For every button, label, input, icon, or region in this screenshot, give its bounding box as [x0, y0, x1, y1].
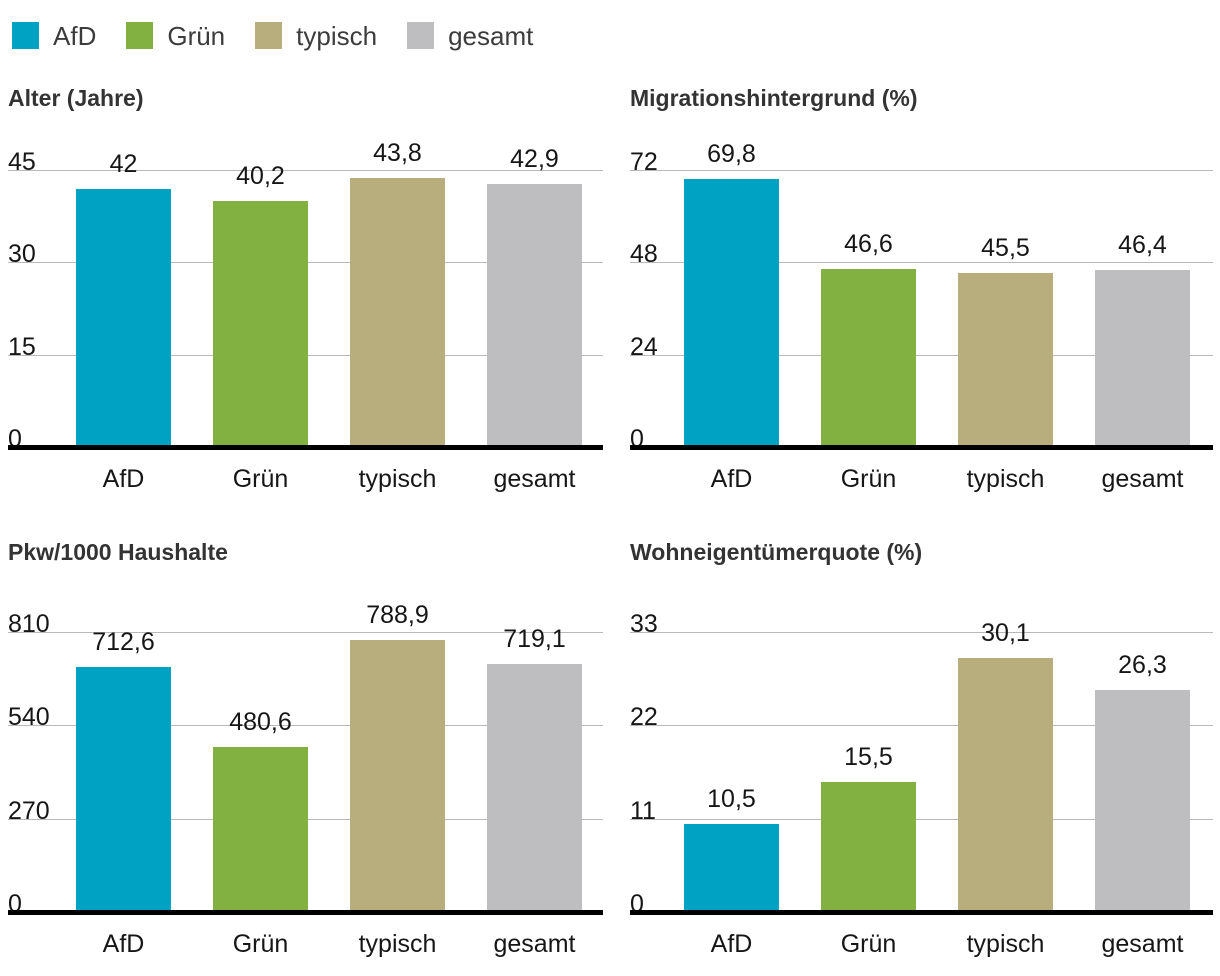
chart-wohneigentuemerquote-plot: 0 11 22 33 10,5 AfD 15,5 Grün 30,1 typisch 26,3 ges… [630, 612, 1213, 958]
bar-gruen [821, 268, 916, 448]
category-label-gesamt: gesamt [493, 930, 576, 958]
gridline-45 [8, 170, 603, 171]
bar-afd [76, 666, 171, 913]
bar-gesamt [1095, 269, 1190, 448]
value-label-afd: 712,6 [92, 627, 155, 656]
value-label-afd: 10,5 [707, 784, 756, 813]
legend-swatch-typisch [255, 22, 283, 49]
value-label-typisch: 788,9 [366, 601, 429, 630]
bar-afd [684, 179, 779, 448]
gridline-11 [630, 818, 1213, 820]
category-label-gruen: Grün [232, 465, 289, 493]
y-tick-label: 15 [8, 332, 36, 361]
gridline-540 [8, 725, 603, 727]
bar-gruen [213, 200, 308, 448]
y-tick-label: 33 [630, 610, 658, 638]
category-label-typisch: typisch [966, 930, 1045, 958]
legend-label-afd: AfD [53, 20, 97, 51]
category-label-gruen: Grün [840, 930, 897, 958]
legend-swatch-gruen [126, 22, 154, 49]
x-axis-baseline [630, 910, 1213, 915]
bar-gruen [213, 746, 308, 913]
legend-item-typisch: typisch [255, 22, 377, 49]
bar-gesamt [487, 664, 582, 913]
category-label-gruen: Grün [840, 465, 897, 493]
value-label-afd: 69,8 [707, 140, 756, 169]
value-label-gesamt: 719,1 [503, 625, 566, 654]
category-label-afd: AfD [710, 930, 753, 958]
y-tick-label: 22 [630, 703, 658, 732]
x-axis-baseline [630, 445, 1213, 450]
value-label-gruen: 15,5 [844, 742, 893, 771]
y-tick-label: 540 [8, 703, 50, 732]
legend-swatch-afd [12, 22, 39, 49]
value-label-gruen: 480,6 [229, 707, 292, 736]
legend-item-gesamt: gesamt [407, 22, 533, 49]
legend-label-typisch: typisch [296, 20, 378, 51]
legend-swatch-gesamt [407, 22, 435, 49]
chart-title-alter: Alter (Jahre) [8, 85, 144, 111]
value-label-typisch: 45,5 [981, 233, 1030, 262]
legend-item-afd: AfD [12, 22, 96, 49]
y-tick-label: 270 [8, 796, 50, 825]
category-label-afd: AfD [102, 930, 145, 958]
chart-pkw-plot: 0 270 540 810 712,6 AfD 480,6 Grün 788,9 typisch 7… [8, 603, 603, 958]
bar-afd [76, 189, 171, 448]
legend-item-gruen: Grün [126, 22, 225, 49]
value-label-gruen: 46,6 [844, 229, 893, 258]
y-tick-label: 24 [630, 332, 658, 361]
chart-migrationshintergrund-plot: 0 24 48 72 69,8 AfD 46,6 Grün 45,5 typisch 46,4 ges… [630, 142, 1213, 493]
bar-typisch [958, 272, 1053, 448]
x-axis-baseline [8, 445, 603, 450]
gridline-48 [630, 262, 1213, 264]
chart-title-wohneigentuemerquote: Wohneigentümerquote (%) [630, 539, 923, 565]
category-label-afd: AfD [710, 465, 753, 493]
y-tick-label: 30 [8, 240, 36, 269]
value-label-gesamt: 42,9 [510, 144, 559, 173]
bar-gesamt [1095, 689, 1190, 913]
value-label-typisch: 43,8 [373, 139, 422, 168]
bar-typisch [350, 640, 445, 913]
bar-typisch [350, 178, 445, 448]
gridline-24 [630, 354, 1213, 356]
gridline-72 [630, 170, 1213, 171]
chart-title-pkw: Pkw/1000 Haushalte [8, 539, 228, 565]
legend: AfD Grün typisch gesamt [12, 22, 533, 49]
chart-alter-plot: 0 15 30 45 42 AfD 40,2 Grün 43,8 typisch 42,9 gesam… [8, 141, 603, 493]
bar-typisch [958, 657, 1053, 913]
value-label-gesamt: 46,4 [1118, 230, 1167, 259]
gridline-810 [8, 632, 603, 633]
category-label-afd: AfD [102, 465, 145, 493]
gridline-33 [630, 632, 1213, 633]
x-axis-baseline [8, 910, 603, 915]
category-label-gesamt: gesamt [1101, 930, 1184, 958]
category-label-typisch: typisch [358, 930, 437, 958]
y-tick-label: 45 [8, 148, 36, 176]
legend-label-gesamt: gesamt [448, 20, 534, 51]
bar-gesamt [487, 183, 582, 448]
value-label-gesamt: 26,3 [1118, 650, 1167, 679]
value-label-gruen: 40,2 [236, 161, 285, 190]
category-label-gesamt: gesamt [493, 465, 576, 493]
value-label-afd: 42 [109, 150, 138, 179]
bar-afd [684, 823, 779, 913]
y-tick-label: 48 [630, 240, 658, 269]
chart-title-migrationshintergrund: Migrationshintergrund (%) [630, 85, 918, 111]
bar-gruen [821, 781, 916, 913]
category-label-typisch: typisch [966, 465, 1045, 493]
y-tick-label: 810 [8, 610, 50, 638]
y-tick-label: 72 [630, 148, 658, 176]
legend-label-gruen: Grün [167, 20, 226, 51]
category-label-gesamt: gesamt [1101, 465, 1184, 493]
category-label-typisch: typisch [358, 465, 437, 493]
value-label-typisch: 30,1 [981, 618, 1030, 647]
y-tick-label: 11 [630, 796, 656, 825]
category-label-gruen: Grün [232, 930, 289, 958]
gridline-22 [630, 725, 1213, 727]
